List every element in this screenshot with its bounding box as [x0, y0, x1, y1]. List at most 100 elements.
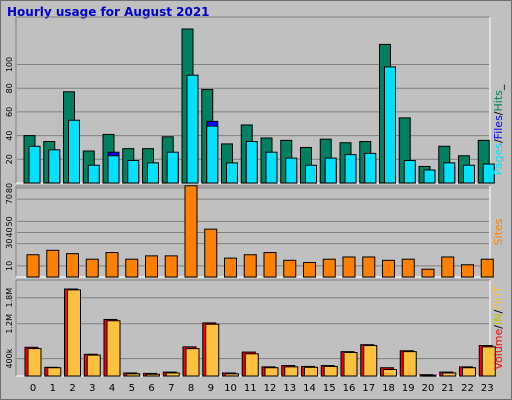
- middle-panel-axis-title-part: Sites: [492, 218, 505, 245]
- bar-pages: [245, 141, 258, 184]
- middle-panel-tick-label: 30: [5, 239, 14, 249]
- bar-kbytes-out: [323, 365, 338, 377]
- bar-kbytes-out: [343, 352, 358, 377]
- bar-pages: [206, 125, 219, 184]
- top-panel-axis-title-part: /: [492, 139, 505, 143]
- bar-sites: [342, 256, 356, 278]
- bar-kbytes-out: [126, 373, 141, 377]
- bar-kbytes-out: [244, 353, 259, 377]
- x-axis-label: 9: [208, 383, 214, 394]
- bar-kbytes-out: [47, 367, 62, 377]
- middle-panel-tick-label: 50: [5, 216, 14, 226]
- bar-pages: [265, 151, 278, 184]
- bar-sites: [263, 252, 277, 278]
- bar-sites: [164, 255, 178, 278]
- bar-pages: [147, 162, 159, 184]
- bar-kbytes-out: [146, 373, 160, 377]
- top-panel-axis-title-part: Files: [492, 115, 505, 139]
- x-axis-label: 18: [382, 383, 395, 394]
- x-axis-label: 8: [188, 383, 194, 394]
- bar-pages: [344, 154, 357, 184]
- bar-kbytes-out: [67, 289, 81, 377]
- bar-kbytes-out: [462, 367, 476, 377]
- top-panel-tick-label: 80: [5, 83, 14, 93]
- bar-pages: [226, 162, 238, 184]
- x-axis-label: 5: [129, 383, 135, 394]
- x-axis-label: 7: [168, 383, 174, 394]
- bar-kbytes-out: [422, 374, 437, 377]
- bar-pages: [285, 157, 298, 184]
- x-axis-label: 17: [362, 383, 375, 394]
- bar-sites: [184, 185, 198, 278]
- x-axis-label: 1: [50, 383, 56, 394]
- bottom-panel-axis-title-part: /: [492, 325, 505, 329]
- bar-sites: [145, 255, 158, 278]
- x-axis-label: 12: [264, 383, 277, 394]
- bar-sites: [85, 258, 99, 278]
- x-axis-label: 21: [441, 383, 454, 394]
- x-axis-label: 2: [69, 383, 75, 394]
- bar-pages: [28, 145, 41, 184]
- middle-panel-tick-label: 10: [5, 261, 14, 271]
- chart-title: Hourly usage for August 2021: [7, 5, 210, 19]
- bar-kbytes-out: [185, 348, 200, 377]
- bar-kbytes-out: [304, 366, 318, 377]
- bar-pages: [403, 159, 416, 184]
- bar-sites: [421, 268, 435, 278]
- bar-kbytes-out: [402, 351, 417, 377]
- bottom-panel-tick-label: 400k: [5, 348, 14, 368]
- x-axis-label: 23: [481, 383, 494, 394]
- bar-sites: [283, 259, 297, 278]
- bar-pages: [166, 151, 179, 184]
- bar-kbytes-out: [363, 345, 378, 377]
- top-panel-axis-title-part: Pages: [492, 143, 505, 176]
- bar-kbytes-out: [481, 346, 496, 377]
- x-axis-label: 11: [244, 383, 257, 394]
- x-axis-label: 14: [303, 383, 316, 394]
- bar-kbytes-out: [284, 366, 299, 377]
- top-panel-tick-label: 100: [5, 57, 14, 72]
- top-panel-tick-label: 60: [5, 107, 14, 117]
- bar-sites: [125, 258, 139, 278]
- bar-sites: [362, 256, 376, 278]
- bar-sites: [441, 256, 455, 278]
- bar-pages: [443, 162, 456, 184]
- top-panel-tick-label: 40: [5, 131, 14, 141]
- top-panel-axis-title: Pages/Files/Hits_: [492, 84, 505, 175]
- bottom-panel-axis-title-part: Volume: [492, 328, 505, 369]
- bar-sites: [382, 259, 395, 278]
- bar-pages: [87, 164, 100, 184]
- bar-sites: [46, 249, 60, 278]
- bar-sites: [224, 257, 237, 278]
- middle-panel-tick-label: 70: [5, 194, 14, 204]
- bar-kbytes-out: [27, 348, 42, 377]
- bar-pages: [186, 74, 199, 184]
- bar-pages: [68, 119, 80, 184]
- bar-kbytes-out: [165, 372, 180, 377]
- bar-sites: [26, 254, 40, 278]
- bar-kbytes-out: [442, 372, 457, 377]
- bar-sites: [461, 264, 474, 278]
- middle-panel-axis-title: Sites: [492, 218, 505, 245]
- bar-sites: [243, 254, 257, 278]
- x-axis-label: 16: [343, 383, 356, 394]
- bar-sites: [105, 252, 119, 278]
- bar-pages: [48, 149, 61, 184]
- bar-sites: [66, 253, 79, 278]
- bar-sites: [322, 258, 336, 278]
- x-axis-label: 4: [109, 383, 115, 394]
- bar-kbytes-out: [225, 373, 239, 377]
- x-axis-label: 3: [89, 383, 95, 394]
- x-axis-label: 13: [283, 383, 296, 394]
- x-axis-label: 6: [148, 383, 154, 394]
- bar-sites: [303, 262, 316, 278]
- bar-sites: [401, 258, 415, 278]
- bottom-panel-axis-title-part: OUT: [492, 286, 505, 310]
- bar-pages: [107, 155, 120, 184]
- bottom-panel-tick-label: 1.2M: [5, 314, 14, 334]
- bar-kbytes-out: [264, 367, 279, 377]
- x-axis-label: 22: [461, 383, 474, 394]
- bar-kbytes-out: [106, 320, 121, 377]
